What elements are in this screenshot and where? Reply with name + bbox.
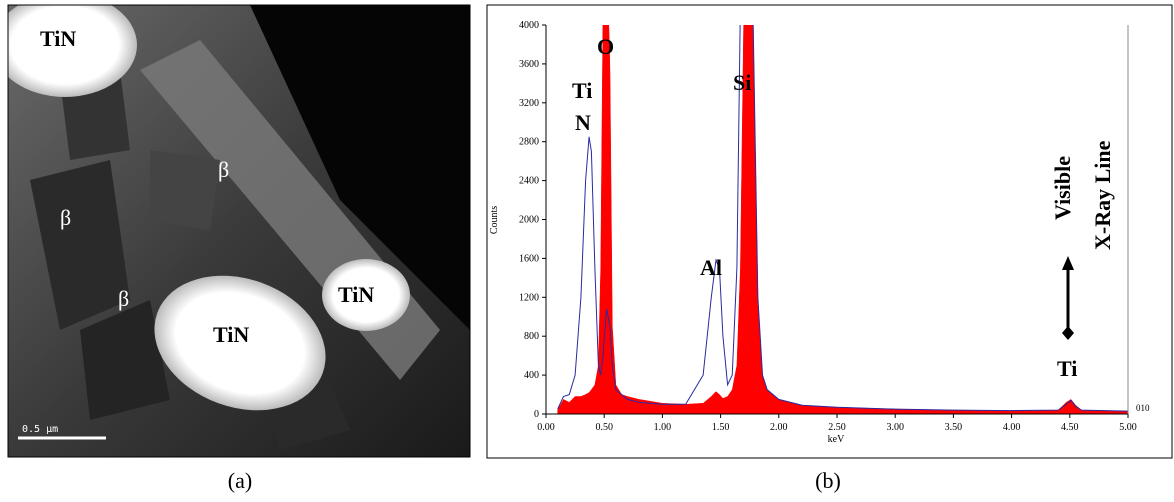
x-tick-label: 4.50	[1061, 422, 1079, 433]
annotation: Si	[733, 70, 751, 95]
annotation: Al	[700, 255, 722, 280]
x-tick-label: 5.00	[1119, 422, 1137, 433]
phase-label: β	[60, 205, 71, 230]
spectrum-line	[557, 25, 1128, 412]
x-axis-label: keV	[828, 434, 845, 445]
phase-label: β	[118, 286, 129, 311]
annotation: 010	[1136, 403, 1150, 413]
x-tick-label: 0.00	[537, 422, 555, 433]
y-tick-label: 0	[534, 409, 539, 420]
y-tick-label: 1600	[519, 253, 539, 264]
x-tick-label: 1.50	[712, 422, 730, 433]
phase-label: TiN	[40, 26, 76, 51]
x-tick-label: 4.00	[1003, 422, 1021, 433]
x-tick-label: 3.00	[886, 422, 904, 433]
y-tick-label: 3200	[519, 98, 539, 109]
y-tick-label: 2000	[519, 215, 539, 226]
annotation: Ti	[572, 78, 592, 103]
y-tick-label: 2400	[519, 176, 539, 187]
x-tick-label: 3.50	[945, 422, 963, 433]
phase-label: β	[218, 157, 229, 182]
annotation: N	[575, 110, 591, 135]
phase-label: TiN	[338, 282, 374, 307]
caption: (b)	[815, 468, 841, 493]
image-frame	[7, 4, 471, 458]
y-axis-label: Counts	[489, 206, 500, 234]
plot-area: 0 400 800 1200 1600 2000 2400 2800 3200 3600 4000 0…	[519, 20, 1137, 433]
x-tick-label: 2.00	[770, 422, 788, 433]
y-tick-label: 4000	[519, 20, 539, 31]
caption: (a)	[228, 468, 252, 493]
y-tick-label: 2800	[519, 137, 539, 148]
micrograph	[8, 5, 470, 457]
x-tick-label: 1.00	[654, 422, 672, 433]
series-group	[557, 25, 1128, 414]
y-tick-label: 1200	[519, 292, 539, 303]
arrow-head	[1062, 256, 1074, 270]
y-tick-label: 800	[524, 331, 539, 342]
x-tick-label: 2.50	[828, 422, 846, 433]
phase-label: TiN	[213, 322, 249, 347]
annotation: O	[597, 34, 614, 59]
annotation: X-Ray Line	[1090, 140, 1115, 250]
y-tick-label: 400	[524, 370, 539, 381]
x-tick-label: 0.50	[595, 422, 613, 433]
chart-frame	[486, 4, 1173, 459]
annotation: Visible	[1050, 156, 1075, 220]
y-tick-label: 3600	[519, 59, 539, 70]
arrow-tail	[1062, 326, 1074, 340]
annotation: Ti	[1057, 356, 1077, 381]
scale-bar-label: 0.5 µm	[22, 424, 58, 435]
